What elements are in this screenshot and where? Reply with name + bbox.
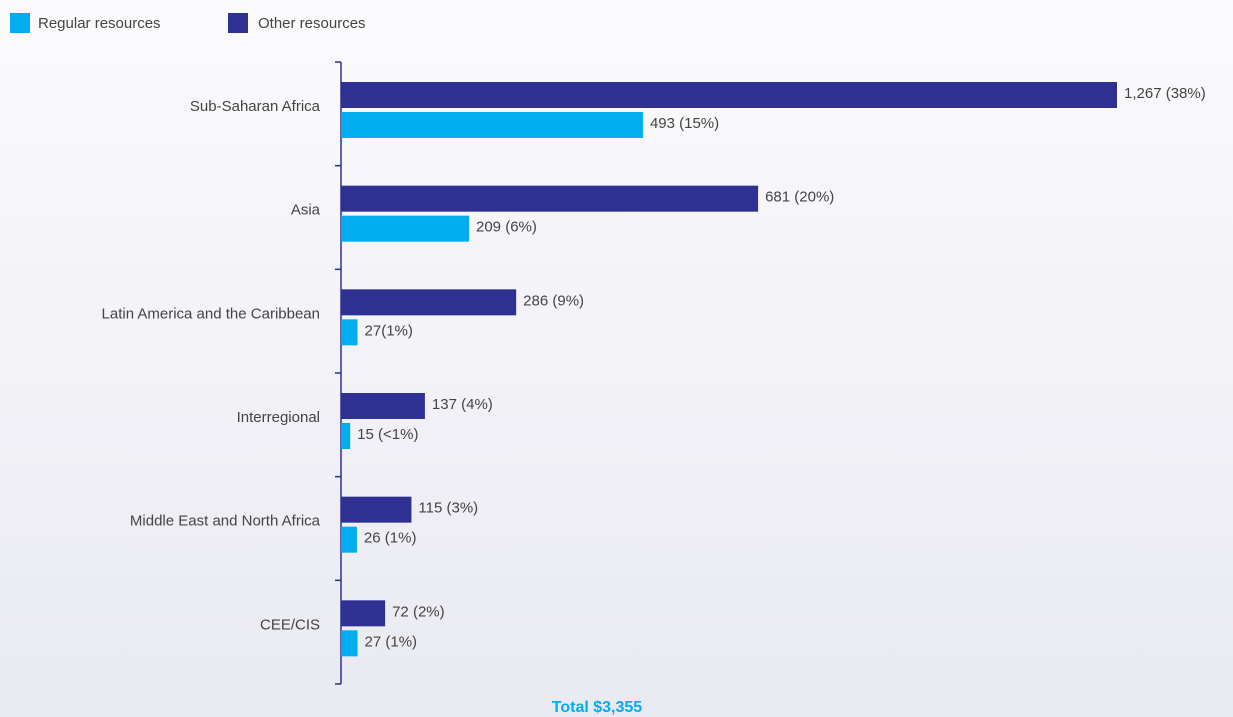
bar xyxy=(341,289,517,316)
bar xyxy=(341,526,357,553)
total-label: Total $3,355 xyxy=(552,699,643,716)
value-label: 137 (4%) xyxy=(432,396,493,413)
y-tick-label: Middle East and North Africa xyxy=(130,513,321,530)
bar xyxy=(341,82,1117,108)
bar xyxy=(341,215,470,242)
value-label: 681 (20%) xyxy=(765,189,834,206)
value-label: 209 (6%) xyxy=(476,219,537,236)
value-label: 493 (15%) xyxy=(650,115,719,132)
bar xyxy=(341,319,358,346)
value-label: 27 (1%) xyxy=(365,633,418,650)
bar xyxy=(341,630,358,657)
legend-swatch xyxy=(10,13,30,33)
bar xyxy=(341,423,351,449)
value-label: 27(1%) xyxy=(365,322,413,339)
value-label: 1,267 (38%) xyxy=(1124,85,1206,102)
bar xyxy=(341,112,643,138)
y-tick-label: Latin America and the Caribbean xyxy=(102,305,320,322)
bar xyxy=(341,185,759,212)
value-label: 26 (1%) xyxy=(364,530,417,547)
bar xyxy=(341,600,386,627)
y-tick-label: Asia xyxy=(291,202,321,219)
legend-label: Other resources xyxy=(258,15,366,32)
y-tick-label: Sub-Saharan Africa xyxy=(190,98,321,115)
value-label: 286 (9%) xyxy=(523,292,584,309)
bar xyxy=(341,393,425,419)
value-label: 72 (2%) xyxy=(392,603,445,620)
legend-label: Regular resources xyxy=(38,15,161,32)
value-label: 115 (3%) xyxy=(418,500,478,517)
y-tick-label: CEE/CIS xyxy=(260,616,320,633)
bar xyxy=(341,496,412,523)
legend-swatch xyxy=(228,13,248,33)
y-tick-label: Interregional xyxy=(237,409,320,426)
value-label: 15 (<1%) xyxy=(357,426,418,443)
